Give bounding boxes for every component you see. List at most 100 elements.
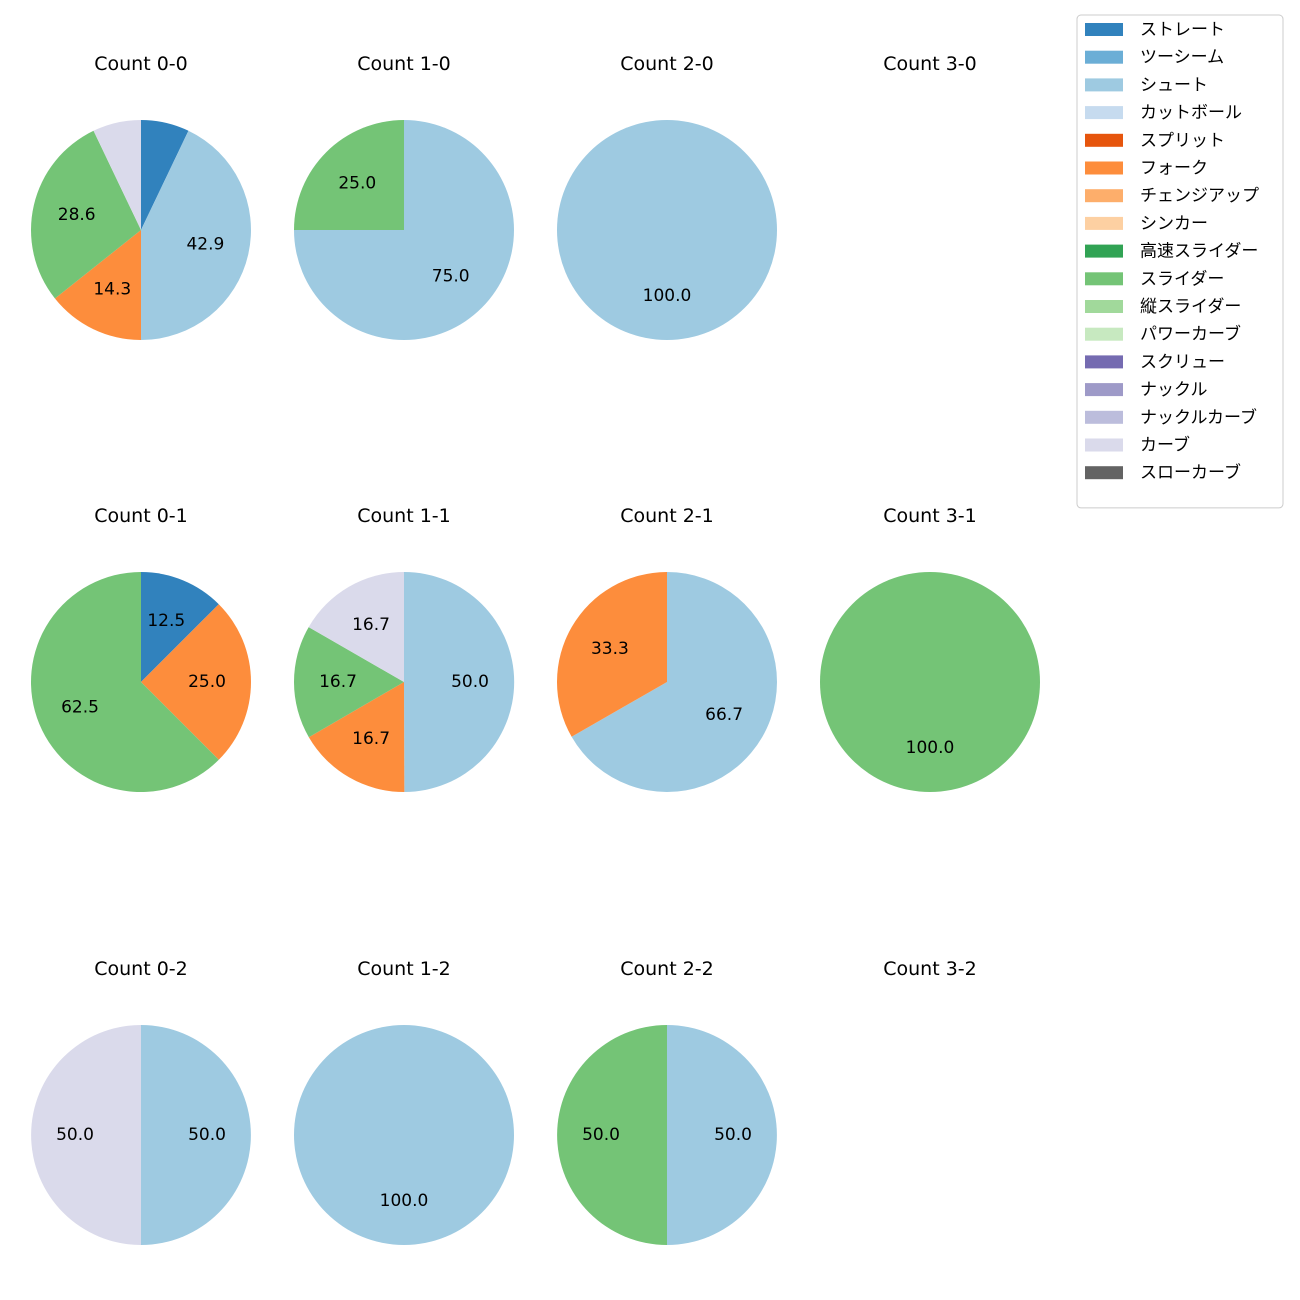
legend-frame [1076, 14, 1284, 509]
pie-slice-label: 50.0 [714, 1125, 752, 1145]
pie-slice-label: 50.0 [451, 672, 489, 692]
pie-slice-label: 100.0 [380, 1191, 429, 1211]
legend-swatch [1085, 438, 1123, 452]
pie-title: Count 0-2 [94, 958, 188, 980]
pie-slice-label: 50.0 [582, 1125, 620, 1145]
pie-slice [141, 1025, 251, 1245]
pie-slice-label: 14.3 [93, 280, 131, 300]
legend-swatch [1085, 327, 1123, 341]
pie-panel: Count 2-0 100.0 [557, 53, 777, 340]
legend-swatch [1085, 216, 1123, 230]
legend-swatch [1085, 355, 1123, 369]
legend-label: ナックル [1140, 380, 1208, 400]
legend-label: シンカー [1140, 214, 1208, 234]
pie-slice-label: 33.3 [591, 639, 629, 659]
pie-slice [141, 604, 251, 760]
pie-panel: Count 0-0 42.9 14.3 28.6 [31, 53, 251, 340]
legend-swatch [1085, 244, 1123, 258]
pie-slice-label: 25.0 [338, 173, 376, 193]
pie-panel: Count 3-0 [883, 53, 977, 75]
pie-slice-label: 50.0 [188, 1125, 226, 1145]
pie-title: Count 0-0 [94, 53, 188, 75]
pie-title: Count 2-2 [620, 958, 714, 980]
pie-panel: Count 0-1 12.5 25.0 62.5 [30, 505, 251, 792]
pie-slice-label: 100.0 [906, 738, 955, 758]
legend-swatch [1085, 161, 1123, 175]
legend-label: スローカーブ [1140, 462, 1241, 483]
legend-label: スクリュー [1140, 352, 1225, 372]
pie-title: Count 2-1 [620, 505, 714, 527]
legend: ストレートツーシームシュートカットボールスプリットフォークチェンジアップシンカー… [1076, 14, 1284, 509]
legend-label: カットボール [1140, 103, 1242, 123]
pie-slice-label: 42.9 [186, 235, 224, 255]
pie-slice-label: 75.0 [432, 267, 470, 287]
pie-slice [308, 682, 405, 793]
pie-slice [54, 230, 141, 340]
pie-title: Count 1-0 [357, 53, 451, 75]
legend-label: 縦スライダー [1140, 297, 1241, 317]
pie-slice-label: 25.0 [188, 672, 226, 692]
pie-title: Count 1-2 [357, 958, 451, 980]
pie-slice [141, 572, 219, 682]
pie-title: Count 3-0 [883, 53, 977, 75]
pie-panel: Count 1-0 75.0 25.0 [294, 53, 514, 340]
pie-slice-label: 66.7 [705, 705, 743, 725]
pie-slice [141, 130, 251, 340]
legend-label: ツーシーム [1140, 48, 1224, 68]
pie-panel: Count 1-1 50.0 16.7 16.7 16.7 [293, 505, 515, 793]
pie-slice [30, 572, 219, 792]
legend-swatch [1085, 23, 1123, 36]
pie-title: Count 2-0 [620, 53, 714, 75]
legend-label: パワーカーブ [1140, 324, 1241, 345]
legend-label: カーブ [1140, 435, 1190, 456]
legend-label: フォーク [1140, 159, 1208, 179]
pie-slice-label: 28.6 [58, 205, 96, 225]
pie-slice [557, 1025, 667, 1245]
pie-panel: Count 2-1 66.7 33.3 [556, 505, 777, 792]
pie-panel: Count 3-1 100.0 [820, 505, 1040, 792]
legend-swatch [1085, 133, 1123, 147]
legend-label: スプリット [1140, 131, 1225, 151]
pie-slice-label: 100.0 [643, 286, 692, 306]
pie-title: Count 1-1 [357, 505, 451, 527]
pie-panel: Count 0-2 50.0 50.0 [31, 958, 251, 1245]
pie-panel: Count 3-2 [883, 958, 977, 980]
pie-slice-label: 12.5 [147, 611, 185, 631]
legend-label: ストレート [1140, 20, 1225, 40]
pie-panel: Count 2-2 50.0 50.0 [557, 958, 777, 1245]
pie-slice-label: 62.5 [61, 697, 99, 717]
legend-swatch [1085, 106, 1123, 120]
pie-title: Count 3-1 [883, 505, 977, 527]
legend-swatch [1085, 272, 1123, 286]
pie-slice-label: 50.0 [56, 1125, 94, 1145]
legend-swatch [1085, 50, 1123, 64]
legend-swatch [1085, 383, 1123, 397]
pie-panel: Count 1-2 100.0 [294, 958, 514, 1245]
legend-label: ナックルカーブ [1140, 407, 1257, 428]
pie-slice [667, 1025, 777, 1245]
legend-swatch [1085, 300, 1123, 313]
legend-label: シュート [1140, 75, 1208, 95]
legend-swatch [1085, 189, 1123, 203]
pie-slice [31, 130, 141, 299]
pie-slice-label: 16.7 [319, 672, 357, 692]
pie-slice [294, 1025, 514, 1245]
pie-slice [556, 572, 667, 737]
pie-slice-label: 16.7 [352, 729, 390, 749]
legend-label: チェンジアップ [1140, 186, 1259, 206]
legend-swatch [1085, 410, 1123, 424]
pie-slice [571, 572, 777, 792]
legend-label: スライダー [1140, 269, 1224, 289]
pie-slice [294, 120, 404, 230]
pie-slice [404, 571, 515, 792]
pie-slice [293, 627, 404, 738]
pie-slice [557, 120, 777, 340]
legend-swatch [1085, 78, 1123, 92]
pie-slice [93, 120, 141, 230]
pie-title: Count 3-2 [883, 958, 977, 980]
pie-slice [308, 572, 404, 682]
pie-slice [31, 1025, 141, 1245]
pie-slice [141, 120, 189, 230]
